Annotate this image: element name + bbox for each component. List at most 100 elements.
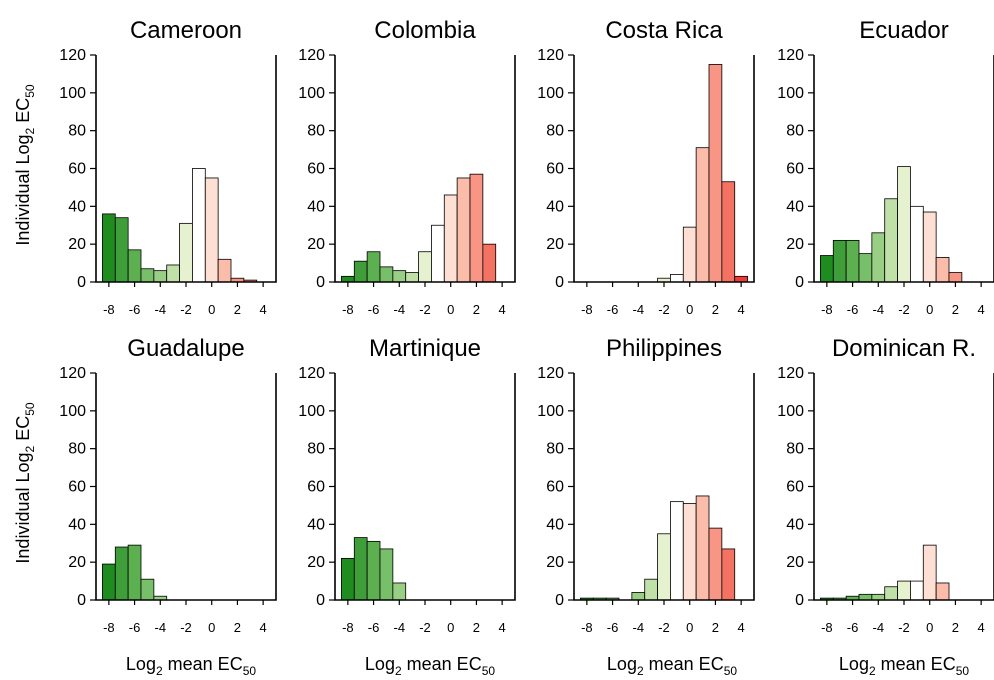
y-tick-label: 40 [307, 198, 325, 215]
x-tick-label: 4 [499, 620, 506, 635]
bar [721, 181, 736, 283]
bar [897, 580, 911, 601]
x-tick-label: 0 [686, 620, 693, 635]
x-tick-label: -2 [419, 620, 431, 635]
y-tick-label: 60 [546, 161, 564, 178]
y-tick-label: 120 [59, 47, 86, 64]
bar [102, 563, 116, 601]
x-tick-label: 4 [978, 620, 985, 635]
bar [179, 222, 193, 283]
y-axis-label-row-1: Individual Log2 EC50 [13, 84, 37, 245]
x-tick-label: 0 [686, 302, 693, 317]
x-tick-label: 2 [712, 302, 719, 317]
bar [670, 501, 684, 601]
y-tick-label: 80 [68, 123, 86, 140]
bar [127, 544, 142, 601]
x-axis-label-col-1: Log2 mean EC50 [126, 654, 256, 678]
x-tick-label: 2 [952, 302, 959, 317]
bar [192, 168, 206, 283]
bar [884, 586, 898, 601]
y-tick-label: 20 [546, 236, 564, 253]
x-tick-label: -6 [129, 620, 141, 635]
x-tick-label: 0 [926, 620, 933, 635]
panel-title: Cameroon [130, 17, 242, 44]
bar [379, 266, 394, 283]
y-tick-label: 0 [555, 274, 564, 291]
y-tick-label: 40 [786, 516, 804, 533]
bar [153, 270, 168, 283]
y-tick-label: 80 [786, 441, 804, 458]
y-tick-label: 120 [298, 47, 325, 64]
y-tick-label: 80 [307, 441, 325, 458]
y-tick-label: 20 [68, 554, 86, 571]
y-tick-label: 20 [307, 236, 325, 253]
x-tick-label: -8 [821, 302, 833, 317]
x-tick-label: -4 [394, 620, 406, 635]
y-tick-label: 20 [68, 236, 86, 253]
bar [948, 272, 963, 283]
y-tick-label: 0 [316, 274, 325, 291]
bar [217, 258, 232, 283]
x-tick-label: -2 [658, 302, 670, 317]
bar [366, 251, 381, 283]
x-tick-label: -2 [180, 620, 192, 635]
bar [670, 274, 684, 283]
y-tick-label: 80 [546, 441, 564, 458]
bar [682, 226, 697, 283]
panel-title: Costa Rica [605, 17, 723, 44]
x-tick-label: 2 [234, 620, 241, 635]
x-tick-label: 2 [473, 620, 480, 635]
x-tick-label: -4 [873, 302, 885, 317]
x-tick-label: -8 [103, 302, 115, 317]
y-tick-label: 0 [795, 274, 804, 291]
bar [871, 593, 886, 601]
bar [721, 548, 736, 601]
y-tick-label: 0 [555, 592, 564, 609]
y-tick-label: 60 [786, 161, 804, 178]
x-axis-label-col-3: Log2 mean EC50 [607, 654, 737, 678]
panel-costa-rica: Costa Rica 0 20 40 60 80 100 120 -8 -6 -4 -2 0 2 4 [537, 17, 755, 317]
x-tick-label: 0 [926, 302, 933, 317]
x-tick-label: 4 [738, 620, 745, 635]
bar [353, 537, 368, 601]
x-axis-label-col-4: Log2 mean EC50 [839, 654, 969, 678]
bar [845, 239, 860, 283]
x-tick-label: -4 [633, 620, 645, 635]
y-tick-label: 60 [68, 161, 86, 178]
y-tick-label: 0 [77, 274, 86, 291]
x-tick-label: -6 [607, 620, 619, 635]
axes-frame [813, 373, 994, 601]
y-tick-label: 120 [777, 47, 804, 64]
y-tick-label: 40 [546, 516, 564, 533]
bar [871, 232, 886, 283]
panel-guadalupe: Guadalupe 0 20 40 60 80 100 120 -8 -6 -4 -2 0 2 4 [59, 335, 277, 635]
bar [897, 166, 911, 283]
bar [353, 260, 368, 283]
y-tick-label: 100 [777, 403, 804, 420]
bar [392, 582, 407, 601]
bar [341, 557, 355, 601]
y-tick-label: 120 [59, 365, 86, 382]
bar [910, 580, 924, 601]
bar [935, 257, 950, 283]
panel-colombia: Colombia 0 20 40 60 80 100 120 -8 -6 -4 -2 0 2 4 [298, 17, 516, 317]
x-tick-label: 4 [499, 302, 506, 317]
x-tick-label: -6 [368, 620, 380, 635]
y-tick-label: 80 [68, 441, 86, 458]
y-tick-label: 100 [298, 403, 325, 420]
bar [695, 147, 710, 283]
bar [922, 544, 937, 601]
y-tick-label: 60 [68, 479, 86, 496]
bar [820, 255, 834, 283]
x-tick-label: -2 [180, 302, 192, 317]
y-tick-label: 0 [77, 592, 86, 609]
bar [443, 194, 458, 283]
x-tick-label: 0 [208, 302, 215, 317]
x-tick-label: 2 [952, 620, 959, 635]
bar [140, 578, 155, 601]
y-tick-label: 100 [59, 85, 86, 102]
y-tick-label: 100 [537, 85, 564, 102]
y-tick-label: 20 [786, 236, 804, 253]
bar [418, 251, 432, 283]
